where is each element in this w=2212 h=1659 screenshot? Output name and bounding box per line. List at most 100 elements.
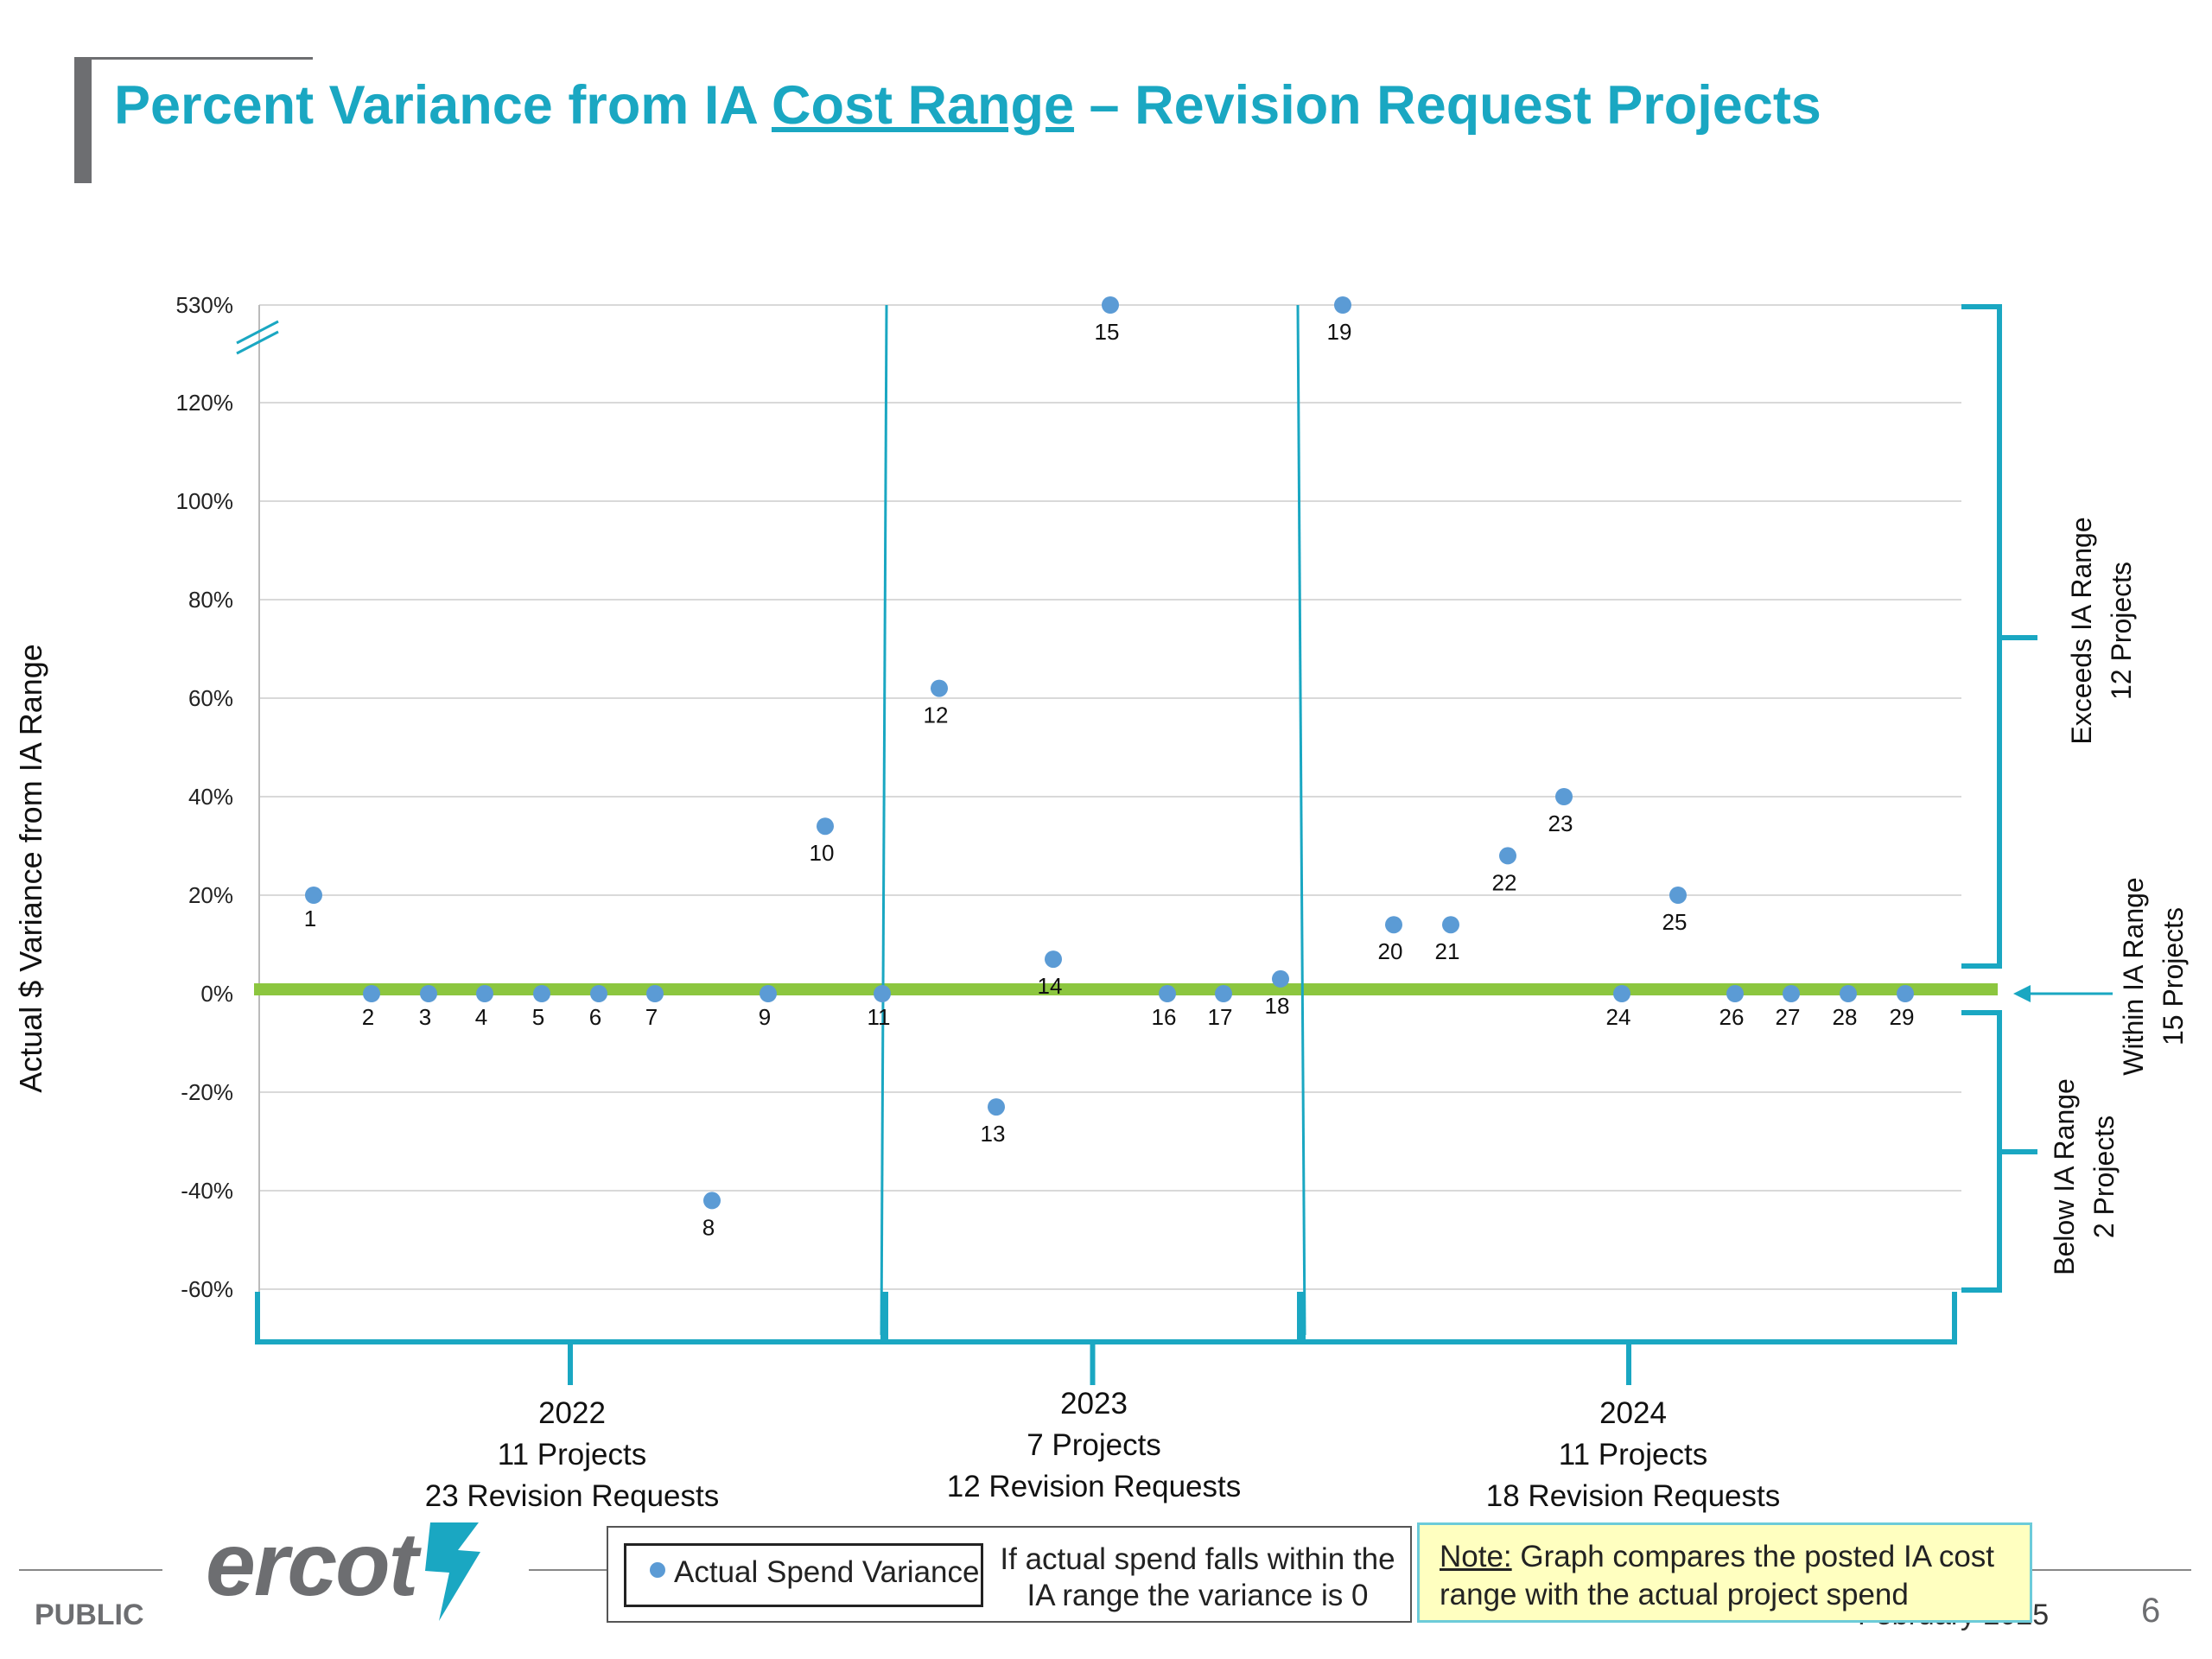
data-point-label: 9: [759, 1004, 771, 1030]
data-point: [760, 985, 777, 1002]
footer-divider-left: [19, 1569, 162, 1571]
data-point-label: 1: [304, 906, 316, 931]
data-point-label: 13: [981, 1121, 1006, 1147]
data-point-label: 26: [1719, 1004, 1745, 1030]
axis-break-mark: [236, 330, 279, 355]
group-projects: 7 Projects: [1027, 1428, 1161, 1462]
data-point: [305, 887, 322, 904]
note-box: [1417, 1522, 2032, 1623]
data-point: [1045, 950, 1062, 969]
zero-band: [254, 983, 1998, 995]
group-requests: 18 Revision Requests: [1486, 1479, 1780, 1513]
y-tick-label: 80%: [188, 587, 233, 613]
page-title: Percent Variance from IA Cost Range – Re…: [114, 74, 1821, 137]
data-point-label: 19: [1327, 319, 1352, 345]
data-point-label: 15: [1095, 319, 1120, 345]
legend-note-line-1: If actual spend falls within the: [1000, 1542, 1395, 1576]
data-point-label: 18: [1265, 993, 1290, 1019]
title-accent-bar: [74, 57, 92, 183]
year-bracket: [1300, 1292, 1957, 1344]
axis-break-mark: [236, 320, 279, 345]
note-body: Graph compares the posted IA cost range …: [1440, 1540, 1995, 1611]
title-part-1: Percent Variance from IA: [114, 75, 772, 136]
data-point-label: 29: [1890, 1004, 1915, 1030]
legend-marker: [650, 1562, 665, 1578]
y-tick-label: -60%: [181, 1276, 233, 1302]
data-point: [1726, 985, 1744, 1002]
group-year: 2024: [1599, 1396, 1667, 1430]
title-part-3: – Revision Request Projects: [1074, 75, 1821, 136]
data-point-label: 20: [1378, 938, 1403, 964]
legend-series-box: [624, 1543, 983, 1607]
legend-note-line-2: IA range the variance is 0: [1027, 1579, 1369, 1612]
group-projects: 11 Projects: [498, 1438, 647, 1471]
year-bracket: [883, 1292, 1302, 1344]
group-projects: 11 Projects: [1559, 1438, 1708, 1471]
data-point: [931, 679, 948, 697]
data-point-label: 21: [1435, 938, 1460, 964]
ercot-logo: ercot: [206, 1514, 418, 1617]
y-tick-label: 100%: [176, 488, 234, 514]
title-accent-line: [74, 57, 313, 60]
y-tick-label: -20%: [181, 1079, 233, 1105]
range-label-line-2: 12 Projects: [2106, 562, 2137, 700]
page-number: 6: [2141, 1592, 2161, 1630]
data-point-label: 10: [810, 840, 835, 866]
data-point-label: 4: [475, 1004, 487, 1030]
y-tick-label: 60%: [188, 685, 233, 711]
y-tick-label: 120%: [176, 390, 234, 416]
arrow-head-icon: [2013, 985, 2031, 1002]
data-point: [1334, 296, 1351, 314]
data-point: [1613, 985, 1630, 1002]
data-point-label: 14: [1038, 973, 1063, 999]
data-point-label: 22: [1492, 869, 1517, 895]
range-bracket-below: [1961, 1010, 2002, 1293]
data-point-label: 12: [924, 702, 949, 728]
data-point: [1442, 916, 1459, 934]
note-label: Note:: [1440, 1540, 1512, 1573]
group-requests: 12 Revision Requests: [947, 1470, 1241, 1503]
title-part-underlined: Cost Range: [771, 75, 1075, 136]
data-point: [1669, 887, 1687, 904]
year-bracket: [255, 1292, 886, 1344]
data-point: [1102, 296, 1119, 314]
legend-note: If actual spend falls within the IA rang…: [990, 1541, 1405, 1614]
data-point: [590, 985, 607, 1002]
range-label-line-2: 2 Projects: [2088, 1116, 2120, 1238]
y-axis-label: Actual $ Variance from IA Range: [13, 644, 48, 1093]
range-label-line-1: Below IA Range: [2049, 1078, 2080, 1275]
data-point: [1215, 985, 1232, 1002]
data-point-label: 2: [362, 1004, 374, 1030]
group-year: 2022: [538, 1396, 606, 1430]
range-label-line-2: 15 Projects: [2158, 907, 2189, 1046]
data-point: [988, 1098, 1005, 1116]
y-tick-label: 40%: [188, 784, 233, 810]
data-point: [1272, 969, 1289, 988]
legend-series-label: Actual Spend Variance: [674, 1555, 980, 1589]
data-point: [533, 985, 550, 1002]
year-divider: [1296, 304, 1306, 1336]
range-label-line-1: Exceeds IA Range: [2066, 517, 2097, 744]
group-year: 2023: [1060, 1387, 1128, 1421]
y-tick-label: 0%: [200, 981, 233, 1007]
logo-bolt-icon: [425, 1522, 480, 1621]
footer-public-label: PUBLIC: [35, 1599, 144, 1631]
footer-divider-mid: [529, 1569, 607, 1571]
y-tick-label: 530%: [176, 292, 234, 318]
range-label-line-1: Within IA Range: [2118, 877, 2149, 1075]
data-point: [1385, 916, 1402, 934]
data-point-label: 3: [419, 1004, 431, 1030]
data-point-label: 28: [1833, 1004, 1858, 1030]
data-point: [1783, 985, 1800, 1002]
data-point-label: 25: [1662, 909, 1688, 935]
data-point: [1499, 847, 1516, 865]
year-divider: [880, 304, 888, 1336]
data-point: [1897, 985, 1914, 1002]
logo-text: ercot: [206, 1515, 418, 1615]
data-point: [1840, 985, 1857, 1002]
footer-divider-right: [2027, 1569, 2191, 1571]
note-text: Note: Graph compares the posted IA cost …: [1440, 1538, 2027, 1614]
y-tick-label: 20%: [188, 882, 233, 908]
